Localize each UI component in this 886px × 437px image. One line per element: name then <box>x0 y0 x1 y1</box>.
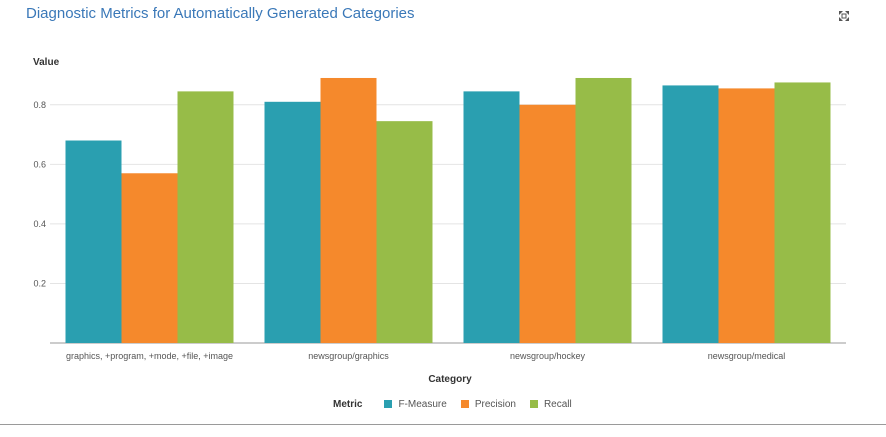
legend-label-precision: Precision <box>474 398 516 410</box>
bar-precision-1 <box>121 173 178 343</box>
bar-precision-4 <box>718 88 775 344</box>
bar-f-measure-1 <box>65 140 122 343</box>
legend: Metric F-Measure Precision Recall <box>333 397 586 411</box>
bar-recall-4 <box>774 82 831 343</box>
bar-f-measure-3 <box>463 91 520 343</box>
chart-title: Diagnostic Metrics for Automatically Gen… <box>26 5 415 22</box>
y-tick-label: 0.4 <box>33 219 46 229</box>
bottom-divider <box>0 424 886 425</box>
x-axis-title: Category <box>428 374 472 385</box>
maximize-button[interactable] <box>838 9 850 21</box>
bar-recall-1 <box>177 91 234 343</box>
y-tick-label: 0.8 <box>33 100 46 110</box>
bar-recall-3 <box>575 77 632 343</box>
bar-precision-3 <box>519 104 576 344</box>
x-tick-label: graphics, +program, +mode, +file, +image <box>66 351 233 361</box>
legend-item-precision[interactable]: Precision <box>460 398 516 410</box>
legend-item-f-measure[interactable]: F-Measure <box>384 398 447 410</box>
y-tick-label: 0.6 <box>33 159 46 169</box>
x-tick-label: newsgroup/hockey <box>510 351 586 361</box>
bar-f-measure-2 <box>264 101 321 343</box>
bar-precision-2 <box>320 77 377 343</box>
legend-swatch-f-measure <box>384 400 393 408</box>
legend-swatch-precision <box>460 400 469 408</box>
legend-title: Metric <box>333 398 363 410</box>
legend-label-f-measure: F-Measure <box>398 398 447 410</box>
maximize-icon <box>839 11 849 21</box>
y-axis-title: Value <box>33 57 60 68</box>
x-tick-label: newsgroup/medical <box>708 351 786 361</box>
legend-label-recall: Recall <box>543 398 572 410</box>
legend-swatch-recall <box>529 400 538 408</box>
x-tick-label: newsgroup/graphics <box>308 351 389 361</box>
bar-recall-2 <box>376 121 433 344</box>
legend-item-recall[interactable]: Recall <box>529 398 572 410</box>
bar-f-measure-4 <box>662 85 719 343</box>
y-tick-label: 0.2 <box>33 278 46 288</box>
